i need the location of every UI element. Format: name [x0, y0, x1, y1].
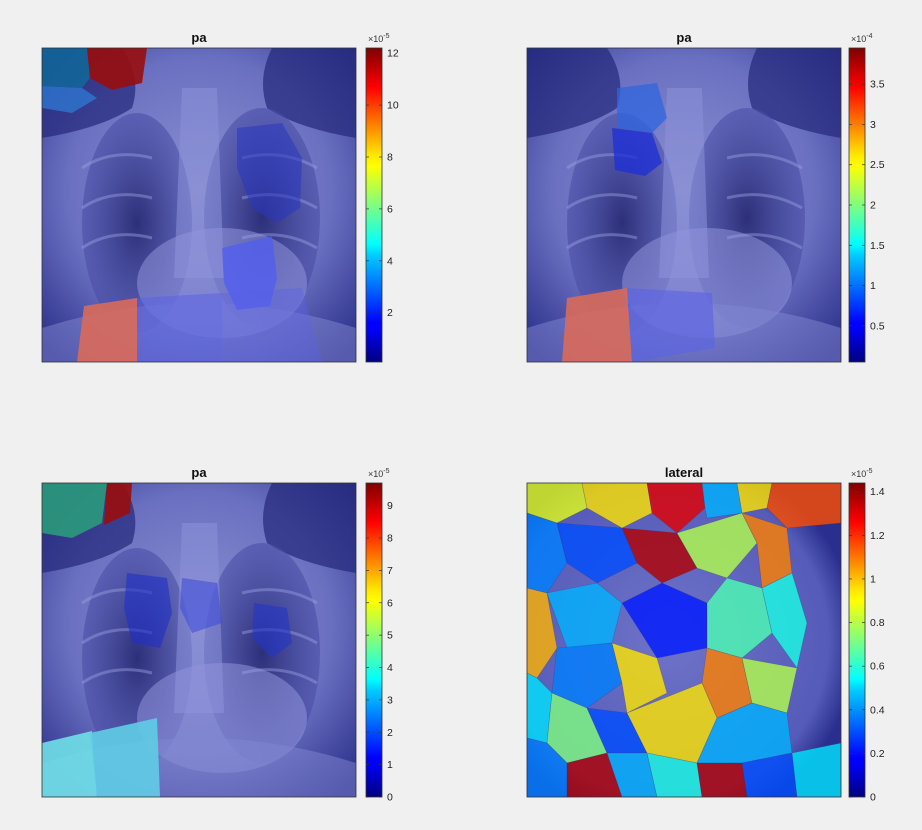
region-lower-left [77, 298, 137, 362]
superpixel-region [676, 512, 758, 579]
superpixel-region [556, 522, 638, 584]
colorbar-tick-label: 6 [387, 597, 393, 609]
colorbar: ×10-4 0.5 1 1.5 2 2.5 3 3.5 [848, 33, 885, 363]
region-upper-left-corner [42, 48, 90, 88]
region-bottom [90, 718, 160, 797]
superpixel-region [701, 482, 743, 519]
xray-image [525, 46, 843, 364]
region-lower-middle [627, 288, 715, 362]
region-bottom [222, 288, 322, 362]
xray-image [526, 482, 842, 798]
superpixel-region [611, 642, 668, 714]
colorbar-exponent: ×10-5 [368, 33, 390, 44]
colorbar-tick-label: 7 [387, 565, 393, 577]
colorbar-tick-label: 1 [870, 573, 876, 585]
panel-top-left: pa ×10-5 2 4 6 8 10 12 [40, 30, 399, 364]
colorbar-tick-label: 0.2 [870, 748, 885, 760]
region-left-lung [237, 123, 302, 223]
panel-title: lateral [665, 465, 703, 480]
panel-title: pa [676, 30, 692, 45]
region-heart [222, 236, 277, 310]
colorbar-tick-label: 8 [387, 533, 393, 545]
colorbar-tick-label: 2 [870, 200, 876, 212]
colorbar-tick-label: 0.8 [870, 617, 885, 629]
colorbar-exponent: ×10-5 [368, 468, 390, 479]
superpixel-region [696, 762, 748, 798]
colorbar: ×10-5 2 4 6 8 10 12 [365, 33, 399, 363]
region-lower-left [42, 731, 97, 797]
colorbar-tick-label: 0.5 [870, 320, 885, 332]
region-left-shoulder [42, 86, 97, 113]
colorbar-tick-label: 2 [387, 307, 393, 319]
xray-image [40, 481, 358, 799]
colorbar-tick-label: 0.4 [870, 704, 885, 716]
region-lower-middle [137, 293, 222, 362]
colorbar-tick-label: 9 [387, 500, 393, 512]
colorbar-tick-label: 3.5 [870, 79, 885, 91]
panel-bottom-right: lateral ×10-5 0 0.2 0.4 0.6 0.8 1 1.2 1.4 [526, 465, 885, 804]
panel-top-right: pa ×10-4 0.5 1 1.5 2 2.5 3 3.5 [525, 30, 885, 364]
region-right-lung [252, 603, 292, 658]
colorbar-tick-label: 2.5 [870, 159, 885, 171]
region-hilum [180, 578, 222, 633]
panel-title: pa [191, 30, 207, 45]
superpixel-region [551, 642, 623, 709]
colorbar-tick-label: 6 [387, 203, 393, 215]
colorbar-tick-label: 3 [870, 119, 876, 131]
colorbar-tick-label: 12 [387, 48, 399, 60]
colorbar-tick-label: 3 [387, 694, 393, 706]
colorbar-tick-label: 0.6 [870, 661, 885, 673]
colorbar-tick-label: 1.5 [870, 240, 885, 252]
colorbar-tick-label: 1.2 [870, 530, 885, 542]
colorbar-tick-label: 10 [387, 100, 399, 112]
colorbar-tick-label: 1 [870, 280, 876, 292]
colorbar-tick-label: 1.4 [870, 486, 885, 498]
colorbar-exponent: ×10-5 [851, 468, 873, 479]
colorbar: ×10-5 0 0.2 0.4 0.6 0.8 1 1.2 1.4 [848, 468, 885, 804]
panel-title: pa [191, 465, 207, 480]
colorbar-tick-label: 2 [387, 727, 393, 739]
colorbar-tick-label: 4 [387, 255, 393, 267]
region-left-lung [124, 573, 172, 648]
panel-bottom-left: pa ×10-5 0 1 2 3 4 5 6 7 8 9 [40, 465, 393, 804]
superpixel-regions [526, 482, 842, 798]
superpixel-region [761, 572, 808, 669]
colorbar: ×10-5 0 1 2 3 4 5 6 7 8 9 [365, 468, 393, 804]
xray-image [40, 46, 358, 364]
colorbar-tick-label: 5 [387, 630, 393, 642]
colorbar-tick-label: 1 [387, 759, 393, 771]
region-upper [617, 83, 667, 133]
colorbar-tick-label: 4 [387, 662, 393, 674]
region-mid [612, 128, 662, 176]
superpixel-region [546, 582, 623, 649]
colorbar-tick-label: 0 [387, 792, 393, 804]
region-upper-left [42, 483, 107, 538]
colorbar-exponent: ×10-4 [851, 33, 873, 44]
colorbar-tick-label: 0 [870, 792, 876, 804]
region-lower-left [562, 288, 632, 362]
superpixel-region [621, 527, 698, 584]
region-top [104, 483, 132, 525]
region-top [87, 48, 147, 90]
colorbar-tick-label: 8 [387, 151, 393, 163]
